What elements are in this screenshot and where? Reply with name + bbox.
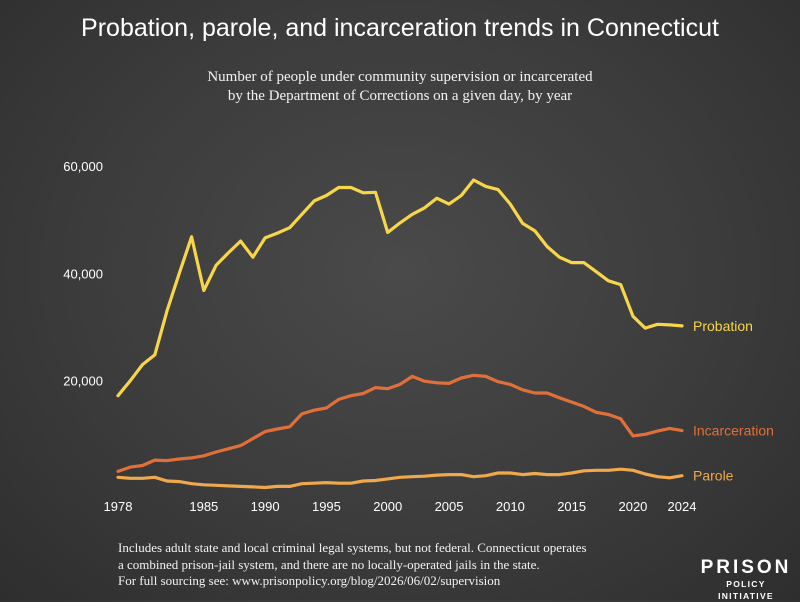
series-label-probation: Probation: [693, 318, 753, 334]
series-labels: Probation Incarceration Parole: [693, 318, 774, 484]
subtitle-line: Number of people under community supervi…: [207, 69, 593, 85]
x-tick-label: 2000: [373, 499, 402, 514]
series-label-parole: Parole: [693, 468, 734, 484]
series-line-probation: [116, 178, 684, 398]
x-tick-label: 1985: [189, 499, 218, 514]
chart-subtitle: Number of people under community supervi…: [150, 68, 650, 106]
y-tick-label: 40,000: [63, 266, 103, 281]
y-tick-label: 60,000: [63, 159, 103, 174]
series-lines: [116, 178, 684, 490]
chart-title: Probation, parole, and incarceration tre…: [81, 14, 719, 42]
x-tick-label: 2024: [668, 499, 697, 514]
x-tick-label: 1995: [312, 499, 341, 514]
x-tick-label: 2010: [496, 499, 525, 514]
prison-policy-initiative-logo: PRISON POLICY INITIATIVE: [700, 558, 792, 602]
footnote-line: For full sourcing see: www.prisonpolicy.…: [118, 573, 501, 588]
series-label-incarceration: Incarceration: [693, 423, 774, 439]
logo-line-2: POLICY INITIATIVE: [718, 579, 774, 601]
y-tick-label: 20,000: [63, 374, 103, 389]
footnote-line: Includes adult state and local criminal …: [118, 540, 587, 555]
series-line-incarceration: [116, 373, 684, 473]
series-line-parole: [116, 467, 684, 490]
x-tick-label: 2005: [435, 499, 464, 514]
y-axis: 20,000 40,000 60,000: [63, 159, 103, 389]
x-tick-label: 1978: [104, 499, 133, 514]
logo-line-1: PRISON: [700, 557, 792, 578]
x-axis: 1978 1985 1990 1995 2000 2005 2010 2015 2020 2024: [104, 499, 697, 514]
x-tick-label: 2015: [557, 499, 586, 514]
subtitle-line: by the Department of Corrections on a gi…: [227, 88, 573, 104]
footnote: Includes adult state and local criminal …: [118, 540, 678, 590]
x-tick-label: 2020: [618, 499, 647, 514]
footnote-line: a combined prison-jail system, and there…: [118, 556, 540, 572]
x-tick-label: 1990: [251, 499, 280, 514]
